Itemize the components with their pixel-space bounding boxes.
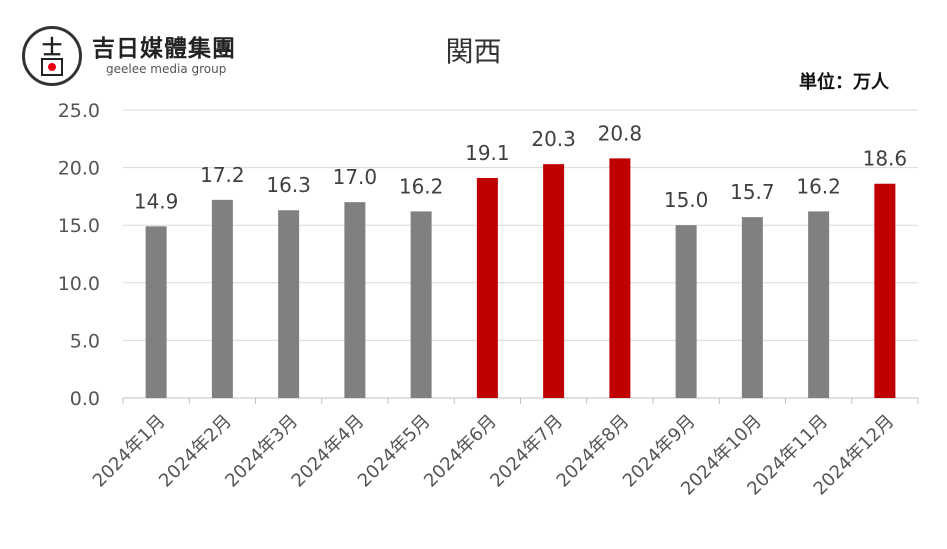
bar [476, 177, 498, 398]
data-labels: 14.9 17.2 16.3 17.0 16.2 19.1 20.3 20.8 15.0 15.7… [134, 121, 907, 213]
y-tick-label: 25.0 [58, 100, 100, 122]
data-label: 16.3 [266, 173, 311, 197]
logo-seal-icon: 士 [22, 26, 82, 86]
bar [741, 217, 763, 398]
data-label: 16.2 [796, 174, 841, 198]
x-axis-ticks: 2024年1月2024年2月2024年3月2024年4月2024年5月2024年… [89, 411, 899, 500]
gridlines [122, 109, 919, 404]
bar [609, 158, 631, 398]
bar [344, 202, 366, 398]
unit-label: 単位：万人 [799, 72, 889, 93]
bar [874, 183, 896, 398]
y-tick-label: 10.0 [58, 273, 100, 295]
chart-title: 関西 [445, 35, 502, 68]
y-axis-ticks: 0.0 5.0 10.0 15.0 20.0 25.0 [58, 100, 100, 410]
bar [211, 199, 233, 398]
data-label: 20.3 [531, 127, 576, 151]
bar [410, 211, 432, 398]
data-label: 17.0 [333, 165, 378, 189]
data-label: 16.2 [399, 174, 444, 198]
data-label: 20.8 [598, 121, 643, 145]
bar [675, 225, 697, 398]
bar [543, 164, 565, 398]
bar [808, 211, 830, 398]
y-tick-label: 5.0 [70, 330, 100, 352]
data-label: 14.9 [134, 189, 179, 213]
data-label: 15.7 [730, 180, 775, 204]
data-label: 19.1 [465, 141, 510, 165]
logo-subtitle: geelee media group [106, 62, 227, 76]
bar [145, 226, 167, 398]
data-label: 15.0 [664, 188, 709, 212]
data-label: 18.6 [863, 147, 908, 171]
y-tick-label: 15.0 [58, 215, 100, 237]
y-tick-label: 20.0 [58, 158, 100, 180]
y-tick-label: 0.0 [70, 388, 100, 410]
brand-logo: 士 吉日媒體集團 geelee media group [22, 24, 262, 86]
data-label: 17.2 [200, 163, 245, 187]
bar [278, 210, 300, 398]
logo-name: 吉日媒體集團 [92, 36, 236, 62]
bars [145, 158, 896, 398]
